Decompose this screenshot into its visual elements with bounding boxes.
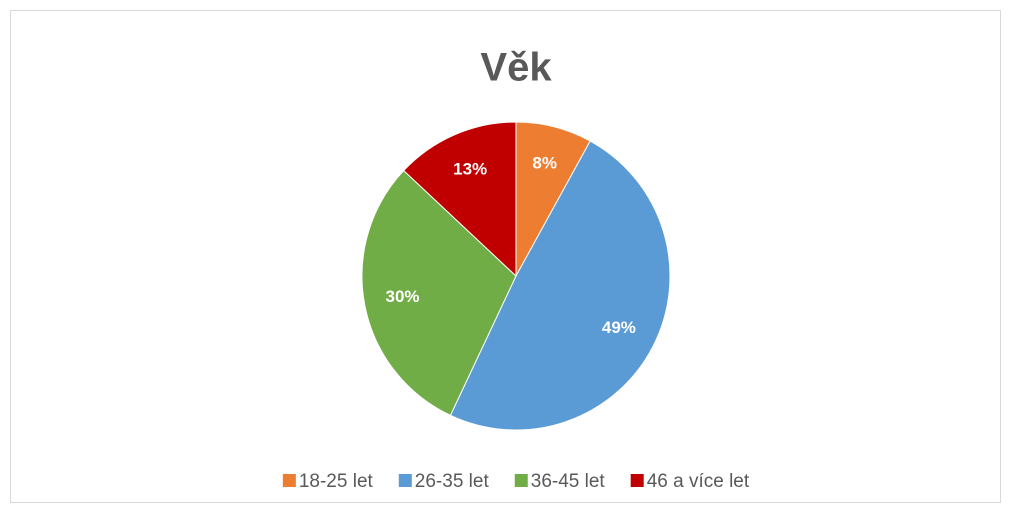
- data-label: 8%: [532, 154, 557, 173]
- pie-slice: [449, 140, 671, 431]
- chart-title: Věk: [480, 46, 552, 90]
- legend-label: 26-35 let: [415, 471, 490, 492]
- legend-label: 36-45 let: [531, 471, 606, 492]
- legend-swatch: [514, 474, 528, 487]
- legend-swatch: [398, 474, 412, 487]
- pie-slice: [403, 121, 517, 278]
- pie-slice: [361, 169, 517, 417]
- data-label: 49%: [602, 318, 636, 337]
- legend-label: 46 a více let: [647, 471, 750, 492]
- data-label: 13%: [453, 159, 487, 178]
- data-label: 30%: [386, 287, 420, 306]
- legend-swatch: [282, 474, 296, 487]
- legend-swatch: [630, 474, 644, 487]
- legend-label: 18-25 let: [299, 471, 374, 492]
